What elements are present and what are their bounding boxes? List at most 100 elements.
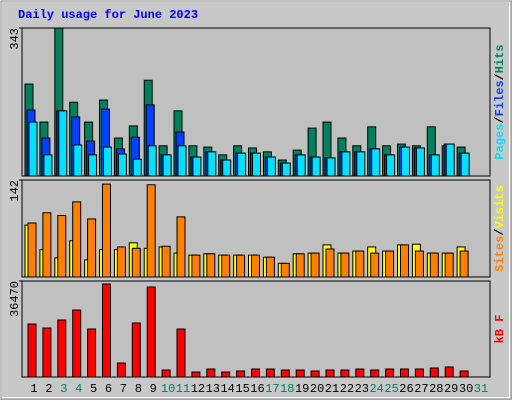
bar (356, 151, 366, 177)
bar (400, 368, 409, 378)
x-tick-label: 25 (384, 382, 398, 396)
bar (385, 250, 395, 278)
x-tick-label: 3 (60, 382, 67, 396)
bar (147, 145, 157, 177)
bar (295, 369, 305, 378)
bar (265, 368, 275, 378)
x-tick-label: 23 (355, 382, 369, 396)
bar (162, 154, 172, 177)
bar (222, 159, 232, 177)
x-tick-label: 5 (90, 382, 97, 396)
bar (176, 328, 186, 378)
bar (386, 154, 396, 177)
bar (460, 152, 470, 177)
x-tick-label: 30 (459, 382, 473, 396)
bar (102, 283, 111, 378)
bar (131, 322, 141, 378)
bar (430, 154, 440, 177)
bar (414, 368, 424, 378)
x-tick-label: 19 (295, 382, 309, 396)
y-tick-label: 142 (8, 180, 22, 202)
bar (236, 254, 246, 278)
x-tick-label: 21 (325, 382, 339, 396)
bar (355, 368, 365, 378)
legend: Sites/Visits (493, 185, 507, 271)
bar (42, 327, 52, 378)
bar (280, 369, 290, 378)
legend-entry: Pages (493, 124, 507, 160)
bar (251, 368, 260, 378)
x-tick-label: 10 (161, 382, 175, 396)
x-tick-label: 20 (310, 382, 324, 396)
x-tick-label: 8 (135, 382, 142, 396)
bar (415, 147, 425, 177)
bar (296, 154, 306, 177)
bar (295, 253, 305, 278)
bar (444, 366, 454, 378)
x-tick-label: 18 (280, 382, 294, 396)
bar (88, 154, 98, 177)
bar (251, 254, 260, 278)
bar (280, 262, 290, 278)
bar (87, 328, 97, 378)
bar (42, 212, 52, 278)
bar (429, 252, 439, 278)
legend-entry: Visits (493, 185, 507, 228)
bar (325, 248, 335, 278)
bar (131, 247, 141, 278)
bar (310, 370, 320, 378)
bar (117, 153, 127, 177)
x-tick-label: 17 (265, 382, 279, 396)
x-tick-label: 24 (369, 382, 383, 396)
bar (87, 218, 97, 278)
bar (221, 371, 231, 378)
legend-separator: / (493, 116, 507, 123)
bar (27, 323, 37, 378)
bar (311, 156, 321, 177)
bar (445, 143, 455, 177)
bar (146, 184, 156, 278)
bar (102, 183, 111, 278)
bar (355, 250, 365, 278)
bar (27, 222, 37, 278)
bar (103, 146, 112, 177)
bar (236, 370, 246, 378)
bar (72, 309, 82, 378)
y-tick-label: 343 (8, 28, 22, 50)
x-tick-label: 28 (429, 382, 443, 396)
x-tick-label: 13 (206, 382, 220, 396)
bar (325, 369, 335, 378)
x-tick-label: 15 (235, 382, 249, 396)
x-tick-label: 27 (414, 382, 428, 396)
bar (72, 201, 82, 278)
legend-separator: / (493, 73, 507, 80)
bar (161, 245, 171, 278)
legend-entry: Files (493, 80, 507, 116)
x-tick-label: 29 (444, 382, 458, 396)
x-tick-label: 12 (191, 382, 205, 396)
bar (132, 158, 142, 177)
bar (191, 371, 201, 378)
bar (43, 154, 53, 177)
bar (177, 145, 187, 177)
bar (444, 252, 454, 278)
x-tick-label: 14 (220, 382, 234, 396)
bar (146, 286, 156, 378)
bar (116, 246, 126, 278)
bar (266, 156, 276, 177)
x-tick-label: 31 (474, 382, 488, 396)
bar (58, 110, 68, 177)
legend-entry: Hits (493, 44, 507, 73)
bar (401, 146, 410, 177)
bar (459, 250, 469, 278)
bar (237, 152, 247, 177)
bar (28, 121, 38, 177)
x-tick-label: 4 (75, 382, 82, 396)
bar (221, 254, 231, 278)
x-tick-label: 7 (120, 382, 127, 396)
bar (459, 370, 469, 378)
bar (340, 369, 350, 378)
